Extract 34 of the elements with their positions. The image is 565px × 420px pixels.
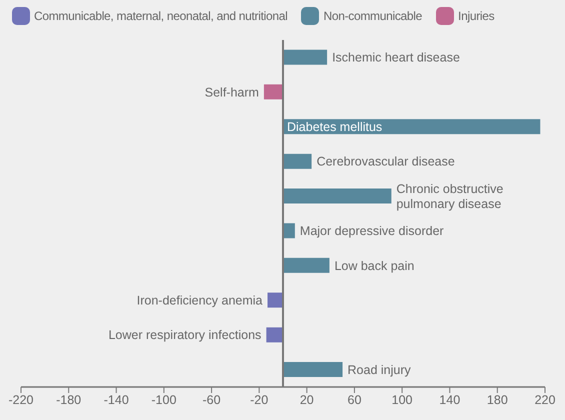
x-tick-label: -180 (56, 392, 82, 407)
x-tick-label: -100 (151, 392, 176, 407)
bar (283, 154, 312, 169)
y-tick-label: Ischemic heart disease (332, 50, 460, 65)
y-tick-label: Major depressive disorder (300, 224, 444, 238)
y-tick-label: Diabetes mellitus (287, 120, 382, 134)
x-tick-label: -20 (250, 392, 268, 407)
legend-label: Injuries (458, 9, 494, 23)
x-tick-label: 100 (392, 392, 413, 407)
x-tick-label: 60 (348, 392, 362, 407)
y-tick-label: Low back pain (334, 258, 414, 273)
x-tick-label: 180 (486, 392, 508, 407)
y-tick-label: Cerebrovascular disease (316, 154, 455, 169)
bar (264, 84, 283, 100)
legend-label: Non-communicable (323, 9, 422, 23)
bar (283, 50, 328, 65)
bar (266, 327, 283, 342)
bar (283, 258, 330, 273)
bar (283, 188, 392, 204)
x-tick-label: 220 (534, 392, 556, 407)
y-tick-label: Road injury (348, 362, 412, 377)
y-tick-label: Self-harm (204, 85, 259, 100)
y-tick-label: Iron-deficiency anemia (136, 293, 263, 308)
bar (283, 362, 343, 378)
x-tick-label: -60 (202, 392, 221, 407)
bar (268, 292, 283, 308)
x-tick-label: -140 (104, 392, 129, 407)
bar (283, 223, 295, 238)
x-tick-label: 20 (300, 392, 314, 407)
y-tick-label: Lower respiratory infections (108, 328, 262, 342)
legend-label: Communicable, maternal, neonatal, and nutritional (34, 9, 288, 23)
x-tick-label: 140 (439, 392, 460, 407)
x-tick-label: -220 (8, 392, 34, 407)
y-tick-label: Chronic obstructive pulmonary disease (396, 182, 504, 211)
